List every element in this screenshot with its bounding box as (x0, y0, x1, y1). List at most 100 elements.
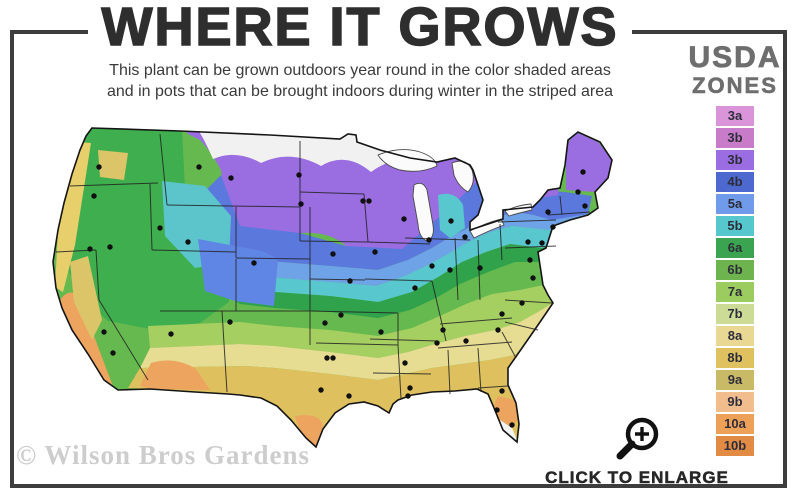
city-dot (440, 327, 446, 333)
legend-title-usda: USDA (688, 41, 782, 74)
zone-patch-california-coast (60, 292, 114, 390)
enlarge-label: CLICK TO ENLARGE (545, 468, 729, 488)
city-dot (330, 251, 336, 257)
city-dot (525, 239, 531, 245)
usda-zones-legend: USDA ZONES 3a 3b 3b 4b 5a 5b 6a 6b 7a 7b 8a 8b 9a 9b 1… (688, 42, 782, 458)
zone-patch-south-texas (295, 415, 323, 447)
page-title: WHERE IT GROWS (87, 0, 633, 55)
city-dot (494, 407, 500, 413)
zone-chip-5a: 5a (716, 193, 754, 214)
zone-chip-8b: 8b (716, 347, 754, 368)
zone-patch-rockies (198, 239, 278, 306)
city-dot (168, 331, 174, 337)
city-dot (499, 311, 505, 317)
zone-chip-3b: 3b (716, 127, 754, 148)
zone-chip-3a: 3a (716, 105, 754, 126)
zone-band-green (212, 238, 576, 318)
watermark: © Wilson Bros Gardens (16, 440, 310, 470)
city-dot (550, 224, 556, 230)
city-dot (157, 225, 163, 231)
magnifier-plus-icon (616, 417, 659, 460)
city-dot (360, 198, 366, 204)
city-dot (185, 239, 191, 245)
city-dot (580, 169, 586, 175)
city-dot (227, 319, 233, 325)
city-dot (426, 237, 432, 243)
city-dot (91, 193, 97, 199)
city-dot (378, 329, 384, 335)
zone-patch-michigan (438, 193, 465, 238)
city-dot (251, 260, 257, 266)
city-dot (477, 265, 483, 271)
zone-chip-7b: 7b (716, 303, 754, 324)
zone-patch-oregon-coast (55, 142, 91, 292)
zone-band-teal (206, 224, 582, 302)
city-dot (401, 216, 407, 222)
city-dot (530, 275, 536, 281)
zone-chip-6a: 6a (716, 237, 754, 258)
city-dot (87, 246, 93, 252)
city-dot (330, 355, 336, 361)
city-dot (527, 257, 533, 263)
zone-band-gold (128, 348, 522, 447)
zone-chip-10b: 10b (716, 435, 754, 456)
legend-title-zones: ZONES (692, 72, 778, 98)
city-dot (495, 327, 501, 333)
zone-chip-6b: 6b (716, 259, 754, 280)
zone-band-yellowgreen (148, 284, 553, 358)
zone-chip-list: 3a 3b 3b 4b 5a 5b 6a 6b 7a 7b 8a 8b 9a 9b 10a 10b (716, 105, 754, 456)
zone-patch-adirondacks (523, 167, 560, 198)
zone-chip-10a: 10a (716, 413, 754, 434)
city-dot (462, 234, 468, 240)
state-borders (55, 133, 591, 400)
lake-superior (377, 149, 438, 172)
great-lakes (377, 149, 533, 242)
us-outline (52, 127, 613, 449)
city-dot (346, 393, 352, 399)
zone-chip-5b: 5b (716, 215, 754, 236)
city-dot (519, 300, 525, 306)
city-dot (107, 244, 113, 250)
city-dot (366, 198, 372, 204)
city-dot (372, 249, 378, 255)
zone-band-paleyellow (140, 303, 553, 380)
city-dot (228, 175, 234, 181)
city-dot (402, 360, 408, 366)
zone-chip-9b: 9b (716, 391, 754, 412)
city-dot (448, 218, 454, 224)
city-dot (296, 172, 302, 178)
city-dot (324, 355, 330, 361)
subtitle: This plant can be grown outdoors year ro… (14, 60, 706, 102)
lake-michigan (412, 182, 434, 242)
click-to-enlarge-button[interactable]: CLICK TO ENLARGE (537, 412, 737, 488)
subtitle-line-1: This plant can be grown outdoors year ro… (109, 62, 611, 79)
city-dot (405, 393, 411, 399)
city-dot (539, 240, 545, 246)
city-dot (322, 320, 328, 326)
city-dot (545, 209, 551, 215)
city-dot (407, 385, 413, 391)
zone-patch-maine (566, 133, 612, 192)
city-dot (509, 422, 515, 428)
zone-chip-3b: 3b (716, 149, 754, 170)
zone-band-west-green (57, 128, 230, 329)
zone-chip-9a: 9a (716, 369, 754, 390)
city-dot (447, 267, 453, 273)
city-dot (298, 201, 304, 207)
zone-chip-7a: 7a (716, 281, 754, 302)
city-dot (463, 338, 469, 344)
city-dot (196, 164, 202, 170)
city-dot (347, 278, 353, 284)
city-dot (318, 387, 324, 393)
zone-chip-4b: 4b (716, 171, 754, 192)
city-dot (575, 189, 581, 195)
city-dot-layer (87, 164, 588, 428)
us-hardiness-zone-map[interactable] (38, 106, 668, 478)
zone-chip-8a: 8a (716, 325, 754, 346)
city-dot (412, 285, 418, 291)
city-dot (338, 312, 344, 318)
city-dot (499, 388, 505, 394)
zone-patch-central-valley (70, 256, 102, 340)
city-dot (582, 203, 588, 209)
